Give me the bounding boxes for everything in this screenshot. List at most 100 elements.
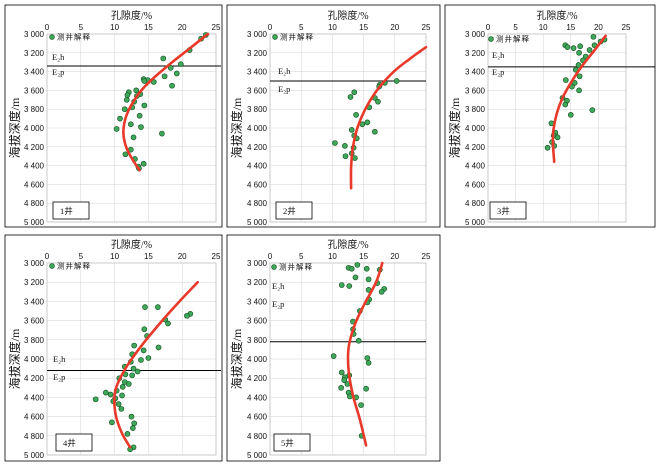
data-point xyxy=(363,385,369,392)
lower-formation-label: E₂p xyxy=(272,299,284,309)
data-point xyxy=(122,151,129,158)
data-point xyxy=(138,357,144,363)
data-point xyxy=(589,107,596,113)
legend-marker xyxy=(272,34,278,40)
y-tick-label: 3 200 xyxy=(465,49,486,58)
x-tick-label: 10 xyxy=(110,252,119,261)
well-label: 1井 xyxy=(60,206,73,216)
data-point xyxy=(358,402,364,408)
data-point xyxy=(155,344,162,351)
panel-frame xyxy=(226,4,441,228)
y-tick-label: 4 200 xyxy=(465,143,486,152)
y-tick-label: 4 400 xyxy=(247,162,268,171)
x-tick-label: 0 xyxy=(486,23,491,32)
data-point xyxy=(123,96,130,103)
data-point xyxy=(129,372,136,379)
y-axis-title: 海拔深度/m xyxy=(7,97,22,158)
data-point xyxy=(353,111,359,118)
data-point xyxy=(102,389,109,396)
trend-curve xyxy=(112,280,199,449)
data-point xyxy=(586,47,593,53)
y-tick-label: 4 400 xyxy=(247,393,268,402)
panel-frame xyxy=(4,4,223,228)
x-axis-title: 孔隙度/% xyxy=(111,9,152,22)
data-point xyxy=(159,130,165,137)
data-point xyxy=(575,62,582,68)
well-label: 5井 xyxy=(281,438,294,448)
data-point xyxy=(169,82,175,89)
y-axis-title: 海拔深度/m xyxy=(229,97,244,158)
data-point xyxy=(590,33,597,40)
y-tick-label: 5 000 xyxy=(465,218,486,227)
data-point xyxy=(576,73,583,80)
y-tick-label: 4 800 xyxy=(24,199,45,208)
data-point xyxy=(136,112,143,119)
legend-marker xyxy=(49,263,55,269)
data-point xyxy=(127,121,134,128)
upper-formation-label: E₂h xyxy=(53,354,66,364)
data-point xyxy=(338,369,345,376)
data-point xyxy=(330,353,337,359)
x-tick-label: 0 xyxy=(45,23,50,32)
data-point xyxy=(393,78,400,84)
data-point xyxy=(342,143,348,149)
data-point xyxy=(378,288,385,295)
y-tick-label: 3 800 xyxy=(24,336,45,345)
data-point xyxy=(161,73,168,80)
x-tick-label: 25 xyxy=(622,23,631,32)
legend-label: 测井解释 xyxy=(496,34,530,44)
data-point xyxy=(140,160,147,167)
y-tick-label: 4 200 xyxy=(24,374,45,383)
y-tick-label: 3 600 xyxy=(465,86,486,95)
well-label-box xyxy=(489,201,527,220)
y-tick-label: 3 400 xyxy=(247,68,268,77)
well-label-box xyxy=(52,201,90,220)
y-tick-label: 5 000 xyxy=(24,451,45,460)
y-tick-label: 3 400 xyxy=(247,297,268,306)
x-tick-label: 20 xyxy=(178,252,187,261)
legend-label: 测井解释 xyxy=(280,32,314,42)
x-tick-label: 0 xyxy=(268,252,273,261)
data-point xyxy=(363,265,370,272)
data-point xyxy=(375,98,381,105)
data-point xyxy=(544,144,551,151)
lower-formation-label: E₂p xyxy=(52,67,64,77)
trend-curve xyxy=(551,34,607,164)
y-tick-label: 5 000 xyxy=(24,218,45,227)
data-point xyxy=(128,413,135,420)
x-tick-label: 5 xyxy=(79,23,84,32)
data-point xyxy=(130,134,137,141)
y-tick-label: 3 800 xyxy=(247,336,268,345)
well-label-box xyxy=(273,433,311,452)
y-tick-label: 4 000 xyxy=(247,124,268,133)
panel-well-3: 0 5 10 15 20 25 3 000 3 200 3 400 3 600 3 800 4 000… xyxy=(444,4,656,228)
data-point xyxy=(371,128,378,135)
y-tick-label: 3 600 xyxy=(24,86,45,95)
y-tick-label: 4 800 xyxy=(247,199,268,208)
x-tick-label: 10 xyxy=(328,252,337,261)
data-point xyxy=(338,384,344,391)
data-point xyxy=(130,365,137,372)
legend-marker xyxy=(49,34,55,40)
upper-formation-label: E₂h xyxy=(278,66,291,76)
data-point xyxy=(119,392,125,399)
y-tick-label: 3 400 xyxy=(24,297,45,306)
x-tick-label: 25 xyxy=(212,252,221,261)
data-point xyxy=(341,377,348,383)
data-point xyxy=(121,106,128,113)
lower-formation-label: E₂p xyxy=(492,67,504,77)
y-tick-label: 4 200 xyxy=(24,143,45,152)
data-point xyxy=(141,102,148,109)
data-point xyxy=(141,78,148,84)
data-point xyxy=(348,127,355,133)
data-point xyxy=(117,115,123,122)
trend-curve xyxy=(346,261,384,447)
data-point xyxy=(131,420,138,427)
legend-label: 测井解释 xyxy=(279,262,313,272)
y-tick-label: 4 800 xyxy=(24,432,45,441)
data-point xyxy=(338,282,345,288)
data-point xyxy=(134,368,141,375)
x-tick-label: 5 xyxy=(79,252,84,261)
y-tick-label: 4 400 xyxy=(24,162,45,171)
